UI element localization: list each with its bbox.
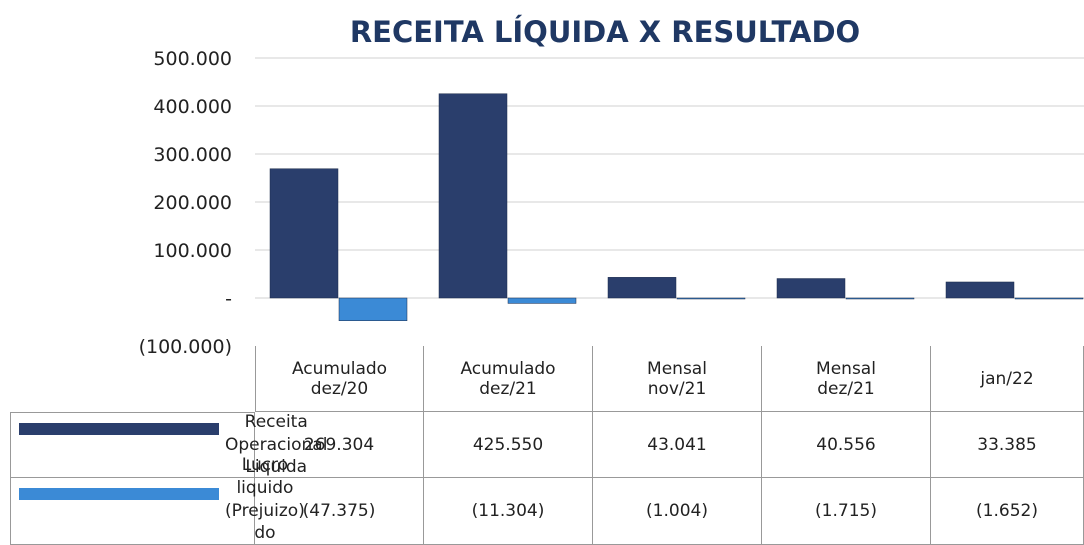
bar [1014,297,1084,300]
data-cell-text: 43.041 [647,434,707,455]
category-header-text: Acumulado dez/21 [460,358,556,399]
data-cell-text: (1.715) [815,501,877,521]
category-header: jan/22 [931,346,1084,412]
bar [776,278,846,299]
y-tick-label: 100.000 [153,240,232,262]
y-tick-label: (100.000) [139,336,232,358]
y-tick-label: 200.000 [153,192,232,214]
y-tick-label: 400.000 [153,96,232,118]
bar [676,297,746,300]
category-header-text: Mensal dez/21 [816,358,876,399]
bar [507,297,577,304]
data-cell-text: (47.375) [302,501,376,521]
category-header-text: jan/22 [980,368,1034,389]
bar [269,168,339,299]
data-cell-text: 425.550 [472,434,544,455]
y-tick-label: 300.000 [153,144,232,166]
data-cell-text: 40.556 [816,434,876,455]
data-cell-text: 269.304 [303,434,375,455]
legend-entry: Lucro liquido (Prejuizo) do Período [10,455,305,545]
category-header-text: Mensal nov/21 [647,358,707,399]
chart-title: RECEITA LÍQUIDA X RESULTADO [350,15,860,49]
data-cell-text: (1.004) [646,501,708,521]
bar [945,281,1015,299]
legend-entry: Receita Operacional Liquida [10,412,327,478]
data-cell-text: (1.652) [976,501,1038,521]
legend-label: Receita Operacional Liquida [225,411,328,478]
data-cell-text: 33.385 [977,434,1037,455]
category-header-text: Acumulado dez/20 [291,358,388,399]
data-cell: 269.304 [255,412,424,478]
category-header: Mensal dez/21 [762,346,931,412]
data-cell-text: (11.304) [471,501,545,521]
bar [338,297,408,321]
data-cell: (47.375) [255,478,424,545]
data-cell: (1.715) [762,478,931,545]
category-header: Acumulado dez/20 [255,346,424,412]
data-cell: 40.556 [762,412,931,478]
data-cell: (1.004) [593,478,762,545]
bar [438,93,508,299]
category-header: Acumulado dez/21 [424,346,593,412]
data-cell: 425.550 [424,412,593,478]
legend-swatch [19,423,219,435]
y-tick-label: - [225,288,232,310]
y-tick-label: 500.000 [153,48,232,70]
bar [607,277,677,299]
category-header: Mensal nov/21 [593,346,762,412]
data-cell: (11.304) [424,478,593,545]
data-cell: 33.385 [931,412,1084,478]
legend-label: Lucro liquido (Prejuizo) do Período [225,454,305,544]
bar [845,297,915,300]
data-cell: 43.041 [593,412,762,478]
legend-swatch [19,488,219,500]
data-cell: (1.652) [931,478,1084,545]
